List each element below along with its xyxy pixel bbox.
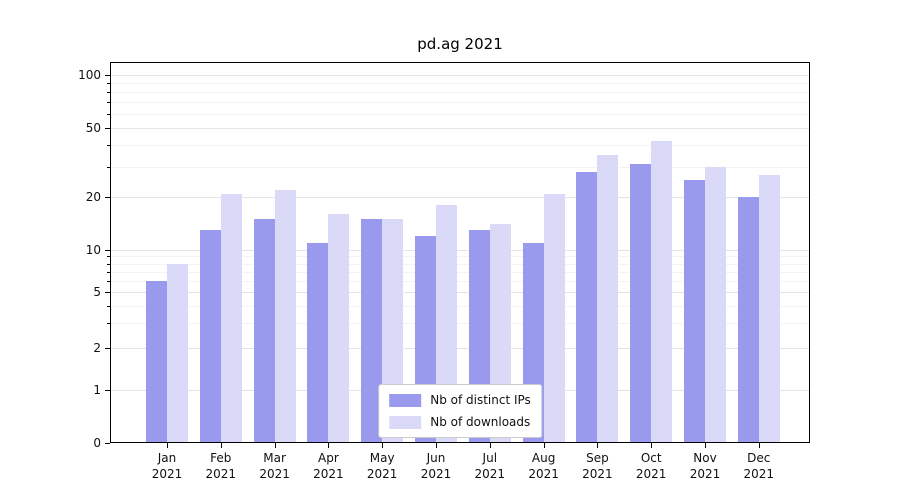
plot-area: Nb of distinct IPs Nb of downloads [110, 62, 810, 443]
x-tick [382, 443, 384, 448]
major-gridline [110, 197, 810, 199]
y-minor-tick [107, 281, 110, 283]
x-tick [651, 443, 653, 448]
major-gridline [110, 75, 810, 76]
minor-gridline [110, 305, 810, 307]
y-tick [105, 347, 110, 349]
bar-distinct-ips [361, 219, 383, 443]
legend: Nb of distinct IPs Nb of downloads [378, 384, 542, 438]
minor-gridline [110, 256, 810, 258]
x-tick [543, 443, 545, 448]
bar-downloads [651, 140, 673, 443]
major-gridline [110, 347, 810, 349]
bar-distinct-ips [576, 171, 598, 443]
x-tick [489, 443, 491, 448]
y-tick [105, 390, 110, 391]
bar-distinct-ips [737, 197, 759, 443]
x-tick [328, 443, 330, 448]
bar-downloads [597, 154, 619, 443]
legend-swatch-downloads [389, 415, 422, 429]
bar-downloads [758, 174, 780, 443]
bar-downloads [705, 166, 726, 443]
y-minor-tick [107, 256, 110, 258]
bar-distinct-ips [684, 180, 705, 443]
minor-gridline [110, 271, 810, 273]
x-axis-tick-label: Jan 2021 [151, 451, 183, 481]
bar-downloads [436, 205, 457, 443]
bar-distinct-ips [253, 219, 275, 443]
y-axis-tick-label: 0 [93, 436, 101, 450]
bar-distinct-ips [199, 230, 221, 443]
y-tick [105, 443, 110, 444]
y-axis-tick-label: 20 [85, 190, 101, 205]
x-tick [220, 443, 222, 448]
major-gridline [110, 127, 810, 129]
y-tick [105, 127, 110, 129]
x-axis-tick-label: May 2021 [366, 451, 398, 481]
legend-label-downloads: Nb of downloads [430, 415, 531, 429]
bar-distinct-ips [146, 281, 167, 443]
y-minor-tick [107, 323, 110, 325]
minor-gridline [110, 102, 810, 104]
major-gridline [110, 250, 810, 251]
y-tick [105, 292, 110, 294]
bar-downloads [543, 193, 565, 443]
x-tick [436, 443, 437, 448]
y-minor-tick [107, 144, 110, 146]
y-axis-tick-label: 2 [93, 340, 101, 355]
x-tick [167, 443, 168, 448]
y-minor-tick [107, 166, 110, 168]
y-minor-tick [107, 263, 110, 265]
x-tick [597, 443, 599, 448]
y-tick [105, 197, 110, 199]
legend-item-downloads: Nb of downloads [389, 415, 531, 429]
minor-gridline [110, 166, 810, 168]
y-axis-tick-label: 100 [78, 68, 101, 82]
minor-gridline [110, 323, 810, 325]
chart-title: pd.ag 2021 [417, 35, 503, 53]
legend-label-distinct-ips: Nb of distinct IPs [430, 393, 531, 407]
x-tick [758, 443, 760, 448]
y-minor-tick [107, 83, 110, 84]
bar-downloads [167, 263, 188, 443]
minor-gridline [110, 83, 810, 84]
legend-item-distinct-ips: Nb of distinct IPs [389, 393, 531, 407]
x-axis-tick-label: Dec 2021 [743, 451, 775, 481]
y-tick [105, 75, 110, 76]
x-axis-tick-label: Mar 2021 [259, 451, 290, 481]
x-axis-tick-label: Feb 2021 [205, 451, 237, 481]
y-axis-tick-label: 1 [93, 383, 101, 397]
x-axis-tick-label: Sep 2021 [582, 451, 613, 481]
y-minor-tick [107, 102, 110, 104]
minor-gridline [110, 144, 810, 146]
y-axis-tick-label: 5 [93, 285, 101, 300]
bar-distinct-ips [630, 164, 652, 443]
y-axis-tick-label: 50 [85, 120, 101, 135]
y-minor-tick [107, 305, 110, 307]
y-minor-tick [107, 113, 110, 115]
minor-gridline [110, 91, 810, 93]
x-axis-tick-label: Jul 2021 [474, 451, 506, 481]
x-tick [274, 443, 276, 448]
y-axis-tick-label: 10 [85, 243, 101, 257]
bar-downloads [274, 190, 296, 443]
x-tick [705, 443, 706, 448]
x-axis-tick-label: Nov 2021 [689, 451, 721, 481]
bar-downloads [328, 214, 350, 443]
x-axis-tick-label: Apr 2021 [313, 451, 344, 481]
legend-swatch-distinct-ips [389, 393, 422, 407]
y-tick [105, 250, 110, 251]
x-axis-tick-label: Jun 2021 [420, 451, 452, 481]
minor-gridline [110, 113, 810, 115]
bar-distinct-ips [307, 242, 329, 443]
x-axis-tick-label: Aug 2021 [528, 451, 559, 481]
minor-gridline [110, 263, 810, 265]
minor-gridline [110, 281, 810, 283]
bar-downloads [220, 193, 242, 443]
x-axis-tick-label: Oct 2021 [635, 451, 667, 481]
y-minor-tick [107, 91, 110, 93]
major-gridline [110, 292, 810, 294]
y-minor-tick [107, 271, 110, 273]
